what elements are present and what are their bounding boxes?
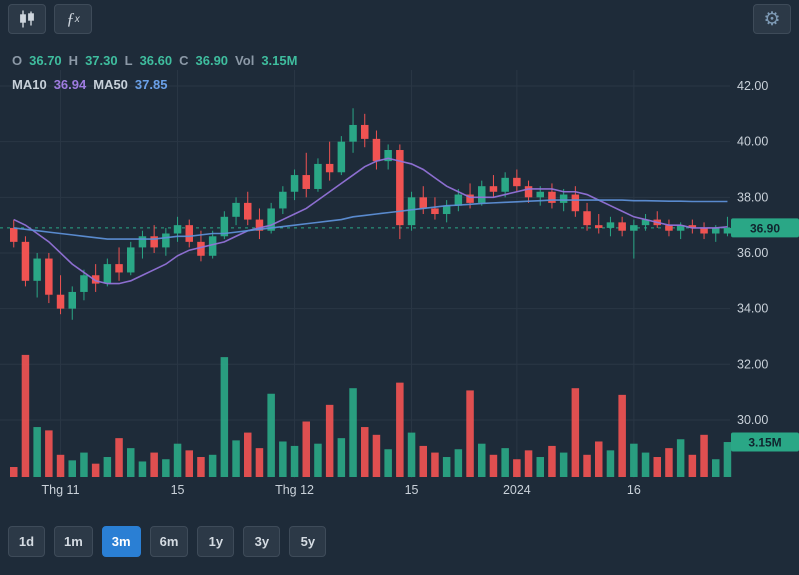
timeframe-button-3y[interactable]: 3y [243, 526, 281, 557]
y-axis-label: 34.00 [737, 302, 768, 316]
svg-text:3.15M: 3.15M [748, 436, 781, 450]
y-axis-label: 36.00 [737, 246, 768, 260]
x-axis-label: 16 [627, 483, 641, 497]
ma50-line [13, 199, 728, 240]
legend-label: H [68, 53, 79, 68]
ma-legend-label: MA50 [93, 77, 128, 92]
timeframe-button-1m[interactable]: 1m [54, 526, 93, 557]
x-axis-label: 15 [405, 483, 419, 497]
ma-legend-value: 37.85 [134, 77, 168, 92]
timeframe-toolbar: 1d 1m 3m 6m 1y 3y 5y [8, 526, 327, 557]
ma-legend-label: MA10 [12, 77, 47, 92]
timeframe-button-3m[interactable]: 3m [101, 526, 141, 557]
chart-type-button[interactable] [8, 4, 46, 34]
ma-legend-value: 36.94 [53, 77, 87, 92]
legend-value: 3.15M [261, 53, 298, 68]
x-axis-label: 2024 [503, 483, 531, 497]
legend-label: C [179, 53, 189, 68]
volume-bars [10, 354, 732, 477]
legend-label: Vol [235, 53, 255, 68]
x-axis-label: 15 [171, 483, 185, 497]
legend-label: O [12, 53, 23, 68]
settings-button[interactable]: ⚙ [753, 4, 791, 34]
last-price-tag: 36.90 [731, 218, 799, 238]
y-axis-labels: 42.00 40.00 38.00 36.00 34.00 32.00 30.00 [737, 79, 768, 427]
gear-icon: ⚙ [763, 8, 781, 30]
svg-text:36.90: 36.90 [750, 221, 780, 235]
x-axis-labels: Thg 11 15 Thg 12 15 2024 16 [42, 483, 641, 497]
x-axis-label: Thg 11 [42, 483, 80, 497]
candles [10, 108, 732, 320]
timeframe-button-5y[interactable]: 5y [289, 526, 327, 557]
chart-legend: O 36.70 H 37.30 L 36.60 C 36.90 Vol 3.15M MA10 36.… [12, 53, 297, 101]
candlestick-chart-icon [20, 10, 34, 28]
timeframe-button-1y[interactable]: 1y [197, 526, 235, 557]
last-volume-tag: 3.15M [731, 432, 799, 452]
timeframe-button-6m[interactable]: 6m [149, 526, 189, 557]
legend-value: 36.90 [195, 53, 229, 68]
gridlines [0, 70, 730, 478]
fx-f-glyph: ƒ [66, 9, 75, 28]
timeframe-button-1d[interactable]: 1d [8, 526, 45, 557]
legend-value: 37.30 [85, 53, 118, 68]
y-axis-label: 30.00 [737, 413, 768, 427]
ma10-line [13, 157, 728, 285]
legend-label: L [124, 53, 133, 68]
ma-legend-row: MA10 36.94 MA50 37.85 [12, 77, 297, 92]
x-axis-label: Thg 12 [275, 483, 314, 497]
fx-x-glyph: x [74, 14, 80, 25]
legend-value: 36.70 [29, 53, 62, 68]
y-axis-label: 32.00 [737, 357, 768, 371]
y-axis-label: 40.00 [737, 135, 768, 149]
ohlc-legend-row: O 36.70 H 37.30 L 36.60 C 36.90 Vol 3.15M [12, 53, 297, 68]
y-axis-label: 38.00 [737, 190, 768, 204]
y-axis-label: 42.00 [737, 79, 768, 93]
legend-value: 36.60 [139, 53, 173, 68]
